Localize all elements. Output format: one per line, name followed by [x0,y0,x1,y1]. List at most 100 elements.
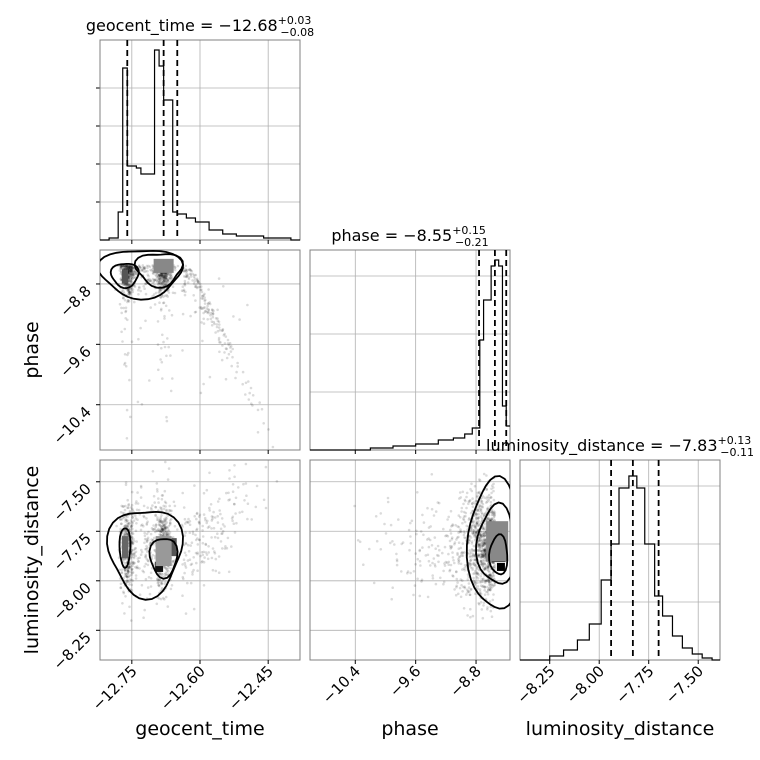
sample-point [136,557,140,560]
sample-point [195,511,199,515]
sample-point [434,510,438,513]
sample-point [129,279,133,283]
sample-point [480,608,484,611]
sample-point [189,314,192,318]
sample-point [482,514,486,518]
sample-point [132,555,135,558]
sample-point [479,549,483,553]
sample-point [201,295,204,298]
sample-point [461,521,464,525]
sample-point [237,486,240,489]
sample-point [492,486,495,489]
sample-point [466,591,469,594]
sample-point [149,279,153,283]
sample-point [477,491,481,495]
sample-point [241,382,244,386]
sample-point [456,536,459,539]
sample-point [163,520,167,524]
sample-point [158,533,161,536]
sample-point [134,514,137,518]
tick-label-y-luminosity-distance: −7.50 [50,480,95,525]
sample-point [149,577,153,580]
sample-point [461,554,465,557]
sample-point [161,523,165,526]
sample-point [168,276,171,280]
sample-point [164,518,168,522]
sample-point [358,540,362,544]
sample-point [165,530,168,534]
sample-point [482,541,486,545]
sample-point [430,507,434,511]
sample-point [490,487,493,491]
sample-point [418,549,422,553]
sample-point [235,521,238,525]
sample-point [188,268,191,272]
sample-point [157,368,160,372]
sample-point [125,525,128,529]
sample-point [393,543,396,546]
sample-point [124,574,127,578]
sample-point [169,509,172,512]
sample-point [484,581,487,584]
sample-point [163,598,166,601]
sample-point [460,554,463,557]
sample-point [463,551,466,554]
sample-point [163,525,166,529]
sample-point [476,581,479,585]
sample-point [475,571,479,574]
sample-point [164,277,168,281]
sample-point [487,586,491,590]
sample-point [481,527,485,530]
sample-point [147,264,150,268]
sample-point [482,535,486,538]
sample-point [211,311,215,315]
sample-point [203,306,206,309]
sample-point [459,546,463,550]
sample-point [184,541,187,545]
sample-point [130,269,134,273]
sample-point [488,583,491,586]
sample-point [472,529,475,532]
sample-point [481,539,485,543]
sample-point [451,523,455,526]
sample-point [157,282,160,286]
sample-point [202,317,205,321]
sample-point [225,491,228,495]
sample-point [416,491,419,494]
sample-point [436,544,440,548]
sample-point [183,293,187,297]
sample-point [163,523,167,527]
sample-point [484,549,487,552]
sample-point [188,523,192,527]
sample-point [470,524,474,528]
sample-point [124,282,128,286]
sample-point [160,307,163,311]
sample-point [389,523,393,527]
sample-point [128,378,131,382]
sample-point [131,532,135,535]
sample-point [176,528,179,531]
scatter-panel-luminosity-distance-vs-phase [309,459,511,664]
sample-point [452,575,455,578]
sample-point [157,274,161,278]
sample-point [172,559,175,563]
sample-point [479,532,482,536]
sample-point [128,267,132,271]
sample-point [140,548,143,552]
sample-point [160,582,163,585]
sample-point [130,523,134,527]
sample-point [126,299,130,302]
sample-point [195,528,198,532]
sample-point [474,564,477,568]
sample-point [125,283,129,286]
sample-point [476,491,480,495]
sample-point [191,573,194,576]
density-cell [122,536,128,559]
sample-point [462,518,466,522]
sample-point [129,276,132,280]
sample-point [154,513,157,517]
sample-point [480,552,484,556]
sample-point [484,568,487,571]
sample-point [130,548,134,552]
sample-point [474,512,477,515]
